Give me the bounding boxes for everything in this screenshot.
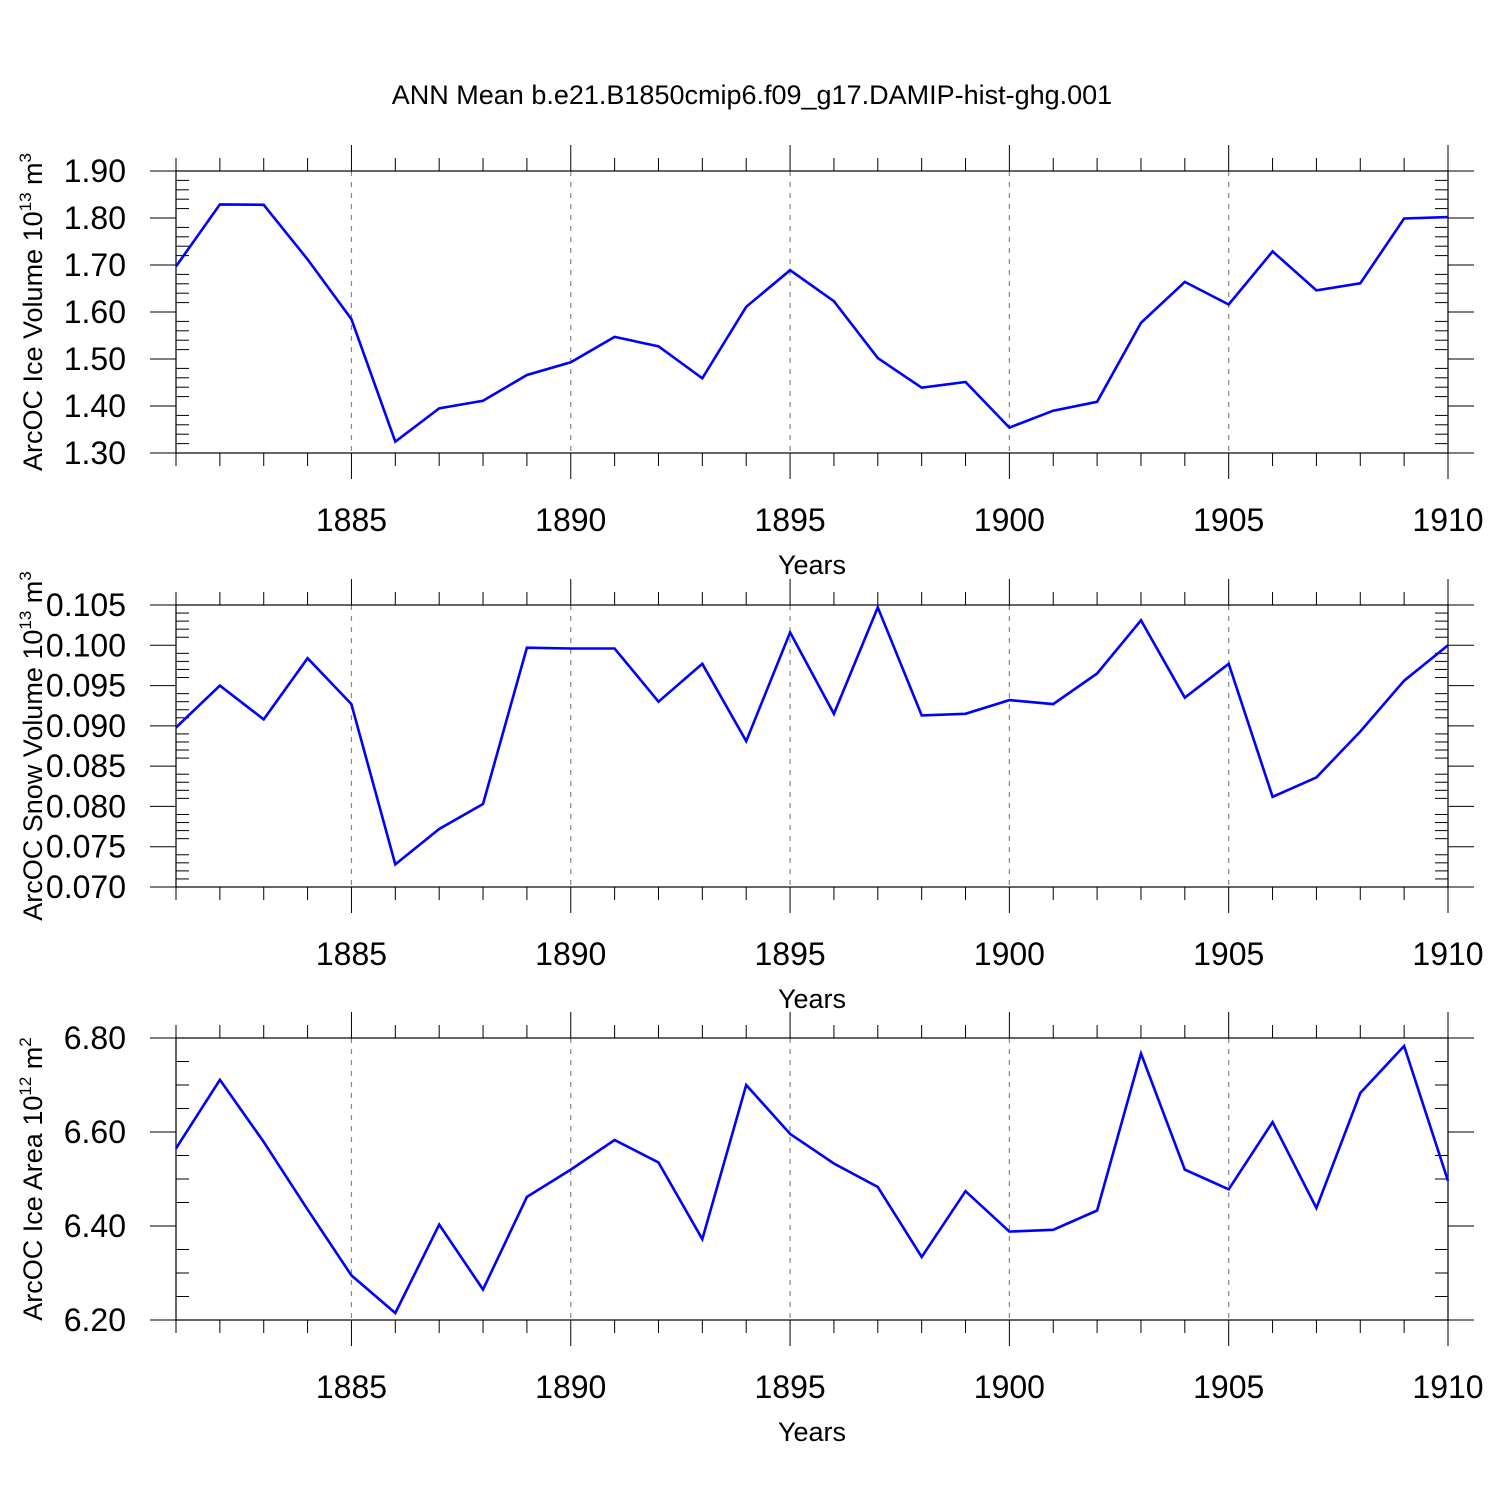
y-tick-label: 0.075 — [46, 829, 126, 865]
x-tick-label: 1885 — [316, 936, 387, 972]
x-tick-label: 1895 — [754, 936, 825, 972]
y-tick-label: 6.20 — [64, 1302, 126, 1338]
y-axis-label-snow-volume: ArcOC Snow Volume 1013 m3 — [16, 571, 48, 921]
y-tick-label: 6.60 — [64, 1114, 126, 1150]
y-tick-label: 6.40 — [64, 1208, 126, 1244]
y-tick-label: 1.30 — [64, 435, 126, 471]
y-tick-label: 1.70 — [64, 247, 126, 283]
y-tick-label: 1.50 — [64, 341, 126, 377]
x-tick-label: 1895 — [754, 1369, 825, 1405]
panel-ice-area: 6.20 6.40 6.60 6.80 1885 1890 1895 1900 1905 1910… — [16, 1012, 1484, 1447]
y-axis-label-ice-area: ArcOC Ice Area 1012 m2 — [16, 1037, 48, 1321]
y-tick-label: 1.90 — [64, 153, 126, 189]
y-tick-label: 0.105 — [46, 587, 126, 623]
x-axis-label-snow-volume: Years — [778, 984, 846, 1014]
figure-title: ANN Mean b.e21.B1850cmip6.f09_g17.DAMIP-… — [392, 80, 1112, 110]
panels: 1.30 1.40 1.50 1.60 1.70 1.80 1.90 1885 1890 1895… — [16, 145, 1484, 1447]
y-tick-label: 0.070 — [46, 869, 126, 905]
series-line-ice-volume — [174, 203, 1449, 444]
y-tick-label: 1.60 — [64, 294, 126, 330]
y-axis-label-ice-volume: ArcOC Ice Volume 1013 m3 — [16, 153, 48, 471]
x-tick-label: 1890 — [535, 502, 606, 538]
x-tick-label: 1910 — [1412, 502, 1483, 538]
x-tick-label: 1890 — [535, 1369, 606, 1405]
x-tick-label: 1905 — [1193, 502, 1264, 538]
x-tick-label: 1895 — [754, 502, 825, 538]
y-tick-label: 1.40 — [64, 388, 126, 424]
plot-frame-snow-volume — [175, 604, 1449, 888]
x-tick-label: 1905 — [1193, 936, 1264, 972]
x-tick-label: 1885 — [316, 1369, 387, 1405]
y-tick-label: 0.100 — [46, 627, 126, 663]
series-line-snow-volume — [175, 603, 1449, 867]
x-tick-label: 1890 — [535, 936, 606, 972]
x-tick-label: 1910 — [1412, 936, 1483, 972]
y-tick-label: 0.090 — [46, 708, 126, 744]
plot-frame-ice-volume — [175, 170, 1449, 454]
y-tick-label: 6.80 — [64, 1020, 126, 1056]
y-tick-label: 0.095 — [46, 668, 126, 704]
x-tick-label: 1910 — [1412, 1369, 1483, 1405]
x-tick-label: 1885 — [316, 502, 387, 538]
plot-frame-ice-area — [175, 1037, 1449, 1321]
x-tick-label: 1900 — [974, 936, 1045, 972]
x-tick-label: 1900 — [974, 502, 1045, 538]
x-axis-label-ice-volume: Years — [778, 550, 846, 580]
panel-snow-volume: 0.070 0.075 0.080 0.085 0.090 0.095 0.100 0.105… — [16, 571, 1484, 1014]
x-tick-label: 1900 — [974, 1369, 1045, 1405]
x-axis-label-ice-area: Years — [778, 1417, 846, 1447]
y-tick-label: 0.080 — [46, 788, 126, 824]
x-tick-label: 1905 — [1193, 1369, 1264, 1405]
panel-ice-volume: 1.30 1.40 1.50 1.60 1.70 1.80 1.90 1885 1890 1895… — [16, 145, 1484, 580]
series-line-ice-area — [174, 1043, 1450, 1316]
y-tick-label: 1.80 — [64, 200, 126, 236]
y-tick-label: 0.085 — [46, 748, 126, 784]
